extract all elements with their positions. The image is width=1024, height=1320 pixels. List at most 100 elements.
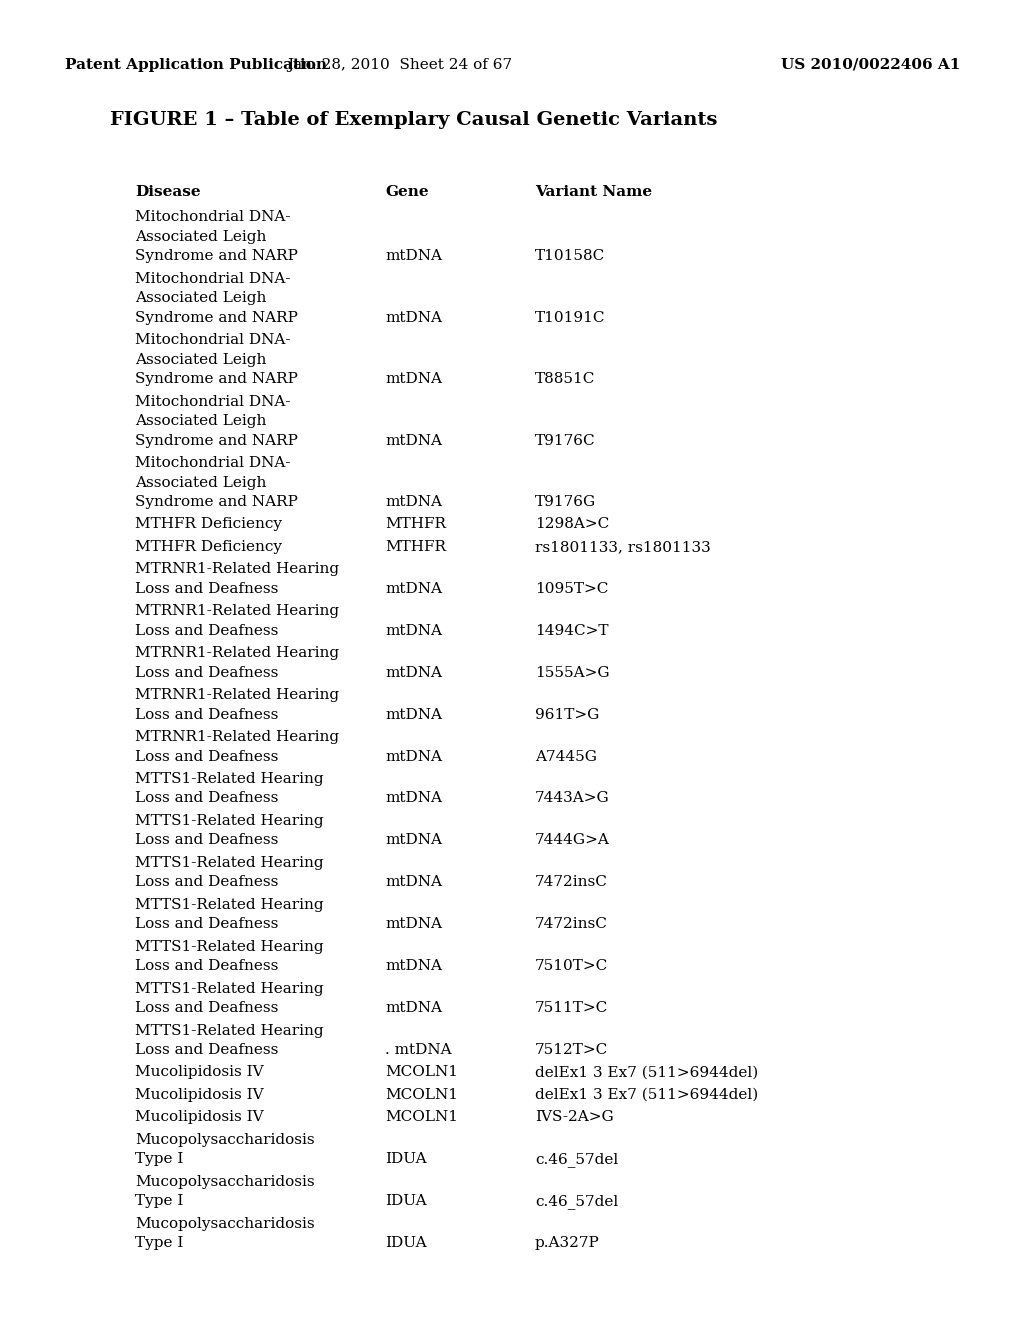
Text: US 2010/0022406 A1: US 2010/0022406 A1 (780, 58, 961, 73)
Text: Mucolipidosis IV: Mucolipidosis IV (135, 1088, 263, 1102)
Text: 7472insC: 7472insC (535, 875, 608, 890)
Text: Mitochondrial DNA-: Mitochondrial DNA- (135, 395, 291, 409)
Text: delEx1 3 Ex7 (511>6944del): delEx1 3 Ex7 (511>6944del) (535, 1088, 758, 1102)
Text: mtDNA: mtDNA (385, 495, 442, 510)
Text: Syndrome and NARP: Syndrome and NARP (135, 495, 298, 510)
Text: mtDNA: mtDNA (385, 792, 442, 805)
Text: 7443A>G: 7443A>G (535, 792, 609, 805)
Text: IDUA: IDUA (385, 1195, 427, 1208)
Text: MTTS1-Related Hearing: MTTS1-Related Hearing (135, 940, 324, 953)
Text: mtDNA: mtDNA (385, 875, 442, 890)
Text: MTTS1-Related Hearing: MTTS1-Related Hearing (135, 898, 324, 912)
Text: Loss and Deafness: Loss and Deafness (135, 624, 279, 638)
Text: 7510T>C: 7510T>C (535, 960, 608, 973)
Text: 961T>G: 961T>G (535, 708, 599, 722)
Text: mtDNA: mtDNA (385, 624, 442, 638)
Text: c.46_57del: c.46_57del (535, 1195, 618, 1209)
Text: Associated Leigh: Associated Leigh (135, 230, 266, 244)
Text: MTHFR Deficiency: MTHFR Deficiency (135, 517, 282, 532)
Text: Type I: Type I (135, 1152, 183, 1166)
Text: Syndrome and NARP: Syndrome and NARP (135, 249, 298, 264)
Text: Loss and Deafness: Loss and Deafness (135, 792, 279, 805)
Text: MTTS1-Related Hearing: MTTS1-Related Hearing (135, 982, 324, 995)
Text: Jan. 28, 2010  Sheet 24 of 67: Jan. 28, 2010 Sheet 24 of 67 (288, 58, 513, 73)
Text: A7445G: A7445G (535, 750, 597, 763)
Text: Syndrome and NARP: Syndrome and NARP (135, 434, 298, 447)
Text: Disease: Disease (135, 185, 201, 199)
Text: IDUA: IDUA (385, 1236, 427, 1250)
Text: Syndrome and NARP: Syndrome and NARP (135, 372, 298, 387)
Text: mtDNA: mtDNA (385, 372, 442, 387)
Text: MTTS1-Related Hearing: MTTS1-Related Hearing (135, 772, 324, 785)
Text: Syndrome and NARP: Syndrome and NARP (135, 310, 298, 325)
Text: mtDNA: mtDNA (385, 750, 442, 763)
Text: T10158C: T10158C (535, 249, 605, 264)
Text: FIGURE 1 – Table of Exemplary Causal Genetic Variants: FIGURE 1 – Table of Exemplary Causal Gen… (110, 111, 718, 129)
Text: T8851C: T8851C (535, 372, 595, 387)
Text: Mucolipidosis IV: Mucolipidosis IV (135, 1065, 263, 1080)
Text: Associated Leigh: Associated Leigh (135, 292, 266, 305)
Text: Type I: Type I (135, 1195, 183, 1208)
Text: MTRNR1-Related Hearing: MTRNR1-Related Hearing (135, 562, 339, 577)
Text: 1555A>G: 1555A>G (535, 665, 609, 680)
Text: Loss and Deafness: Loss and Deafness (135, 960, 279, 973)
Text: mtDNA: mtDNA (385, 917, 442, 931)
Text: Mitochondrial DNA-: Mitochondrial DNA- (135, 333, 291, 347)
Text: mtDNA: mtDNA (385, 249, 442, 264)
Text: 1494C>T: 1494C>T (535, 624, 608, 638)
Text: Mucopolysaccharidosis: Mucopolysaccharidosis (135, 1175, 314, 1188)
Text: T9176C: T9176C (535, 434, 596, 447)
Text: MCOLN1: MCOLN1 (385, 1088, 458, 1102)
Text: mtDNA: mtDNA (385, 833, 442, 847)
Text: mtDNA: mtDNA (385, 665, 442, 680)
Text: MTRNR1-Related Hearing: MTRNR1-Related Hearing (135, 647, 339, 660)
Text: Mitochondrial DNA-: Mitochondrial DNA- (135, 272, 291, 285)
Text: T9176G: T9176G (535, 495, 596, 510)
Text: delEx1 3 Ex7 (511>6944del): delEx1 3 Ex7 (511>6944del) (535, 1065, 758, 1080)
Text: IVS-2A>G: IVS-2A>G (535, 1110, 613, 1125)
Text: Mucolipidosis IV: Mucolipidosis IV (135, 1110, 263, 1125)
Text: Mitochondrial DNA-: Mitochondrial DNA- (135, 210, 291, 224)
Text: Associated Leigh: Associated Leigh (135, 414, 266, 428)
Text: Loss and Deafness: Loss and Deafness (135, 917, 279, 931)
Text: c.46_57del: c.46_57del (535, 1152, 618, 1167)
Text: Associated Leigh: Associated Leigh (135, 352, 266, 367)
Text: Patent Application Publication: Patent Application Publication (65, 58, 327, 73)
Text: Loss and Deafness: Loss and Deafness (135, 582, 279, 595)
Text: MTHFR: MTHFR (385, 517, 446, 532)
Text: . mtDNA: . mtDNA (385, 1043, 452, 1057)
Text: 7444G>A: 7444G>A (535, 833, 610, 847)
Text: Loss and Deafness: Loss and Deafness (135, 1043, 279, 1057)
Text: MTHFR Deficiency: MTHFR Deficiency (135, 540, 282, 554)
Text: 7511T>C: 7511T>C (535, 1001, 608, 1015)
Text: rs1801133, rs1801133: rs1801133, rs1801133 (535, 540, 711, 554)
Text: mtDNA: mtDNA (385, 434, 442, 447)
Text: MCOLN1: MCOLN1 (385, 1065, 458, 1080)
Text: mtDNA: mtDNA (385, 582, 442, 595)
Text: 1095T>C: 1095T>C (535, 582, 608, 595)
Text: Mucopolysaccharidosis: Mucopolysaccharidosis (135, 1217, 314, 1230)
Text: Gene: Gene (385, 185, 429, 199)
Text: 1298A>C: 1298A>C (535, 517, 609, 532)
Text: T10191C: T10191C (535, 310, 605, 325)
Text: MTTS1-Related Hearing: MTTS1-Related Hearing (135, 814, 324, 828)
Text: MTRNR1-Related Hearing: MTRNR1-Related Hearing (135, 605, 339, 618)
Text: MTRNR1-Related Hearing: MTRNR1-Related Hearing (135, 688, 339, 702)
Text: Variant Name: Variant Name (535, 185, 652, 199)
Text: IDUA: IDUA (385, 1152, 427, 1166)
Text: mtDNA: mtDNA (385, 1001, 442, 1015)
Text: p.A327P: p.A327P (535, 1236, 600, 1250)
Text: mtDNA: mtDNA (385, 960, 442, 973)
Text: Type I: Type I (135, 1236, 183, 1250)
Text: mtDNA: mtDNA (385, 310, 442, 325)
Text: 7512T>C: 7512T>C (535, 1043, 608, 1057)
Text: MCOLN1: MCOLN1 (385, 1110, 458, 1125)
Text: Loss and Deafness: Loss and Deafness (135, 875, 279, 890)
Text: MTHFR: MTHFR (385, 540, 446, 554)
Text: 7472insC: 7472insC (535, 917, 608, 931)
Text: Loss and Deafness: Loss and Deafness (135, 708, 279, 722)
Text: Associated Leigh: Associated Leigh (135, 475, 266, 490)
Text: MTTS1-Related Hearing: MTTS1-Related Hearing (135, 1023, 324, 1038)
Text: mtDNA: mtDNA (385, 708, 442, 722)
Text: MTTS1-Related Hearing: MTTS1-Related Hearing (135, 855, 324, 870)
